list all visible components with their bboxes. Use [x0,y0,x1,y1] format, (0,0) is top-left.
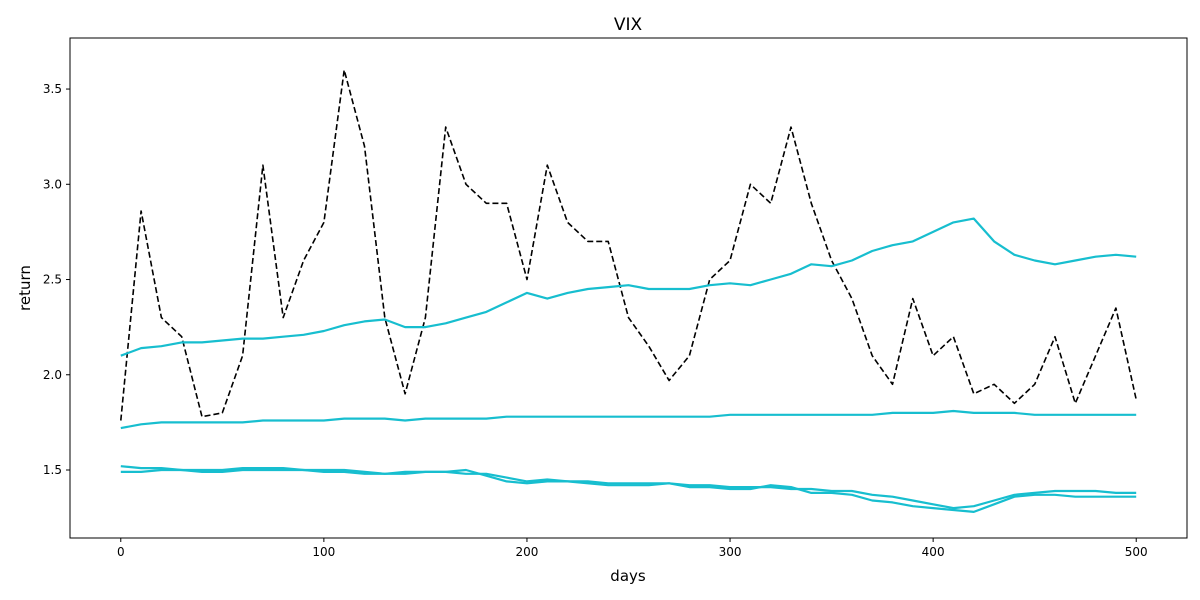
x-tick-label: 100 [312,545,335,559]
series-line [120,69,1137,421]
x-tick-label: 300 [719,545,742,559]
y-axis-label: return [16,265,34,311]
x-tick-label: 200 [516,545,539,559]
y-tick-label: 3.0 [43,177,62,191]
series-line [120,468,1137,513]
y-tick-label: 1.5 [43,463,62,477]
series-line [120,465,1137,510]
chart-title: VIX [614,15,643,35]
series-line [120,217,1137,357]
x-axis-label: days [610,567,646,585]
y-tick-label: 2.0 [43,368,62,382]
x-tick-label: 0 [117,545,125,559]
x-tick-label: 500 [1125,545,1148,559]
plot-frame [69,37,1188,539]
y-tick-label: 3.5 [43,82,62,96]
series-line [120,409,1137,430]
x-tick-label: 400 [922,545,945,559]
y-tick-label: 2.5 [43,273,62,287]
